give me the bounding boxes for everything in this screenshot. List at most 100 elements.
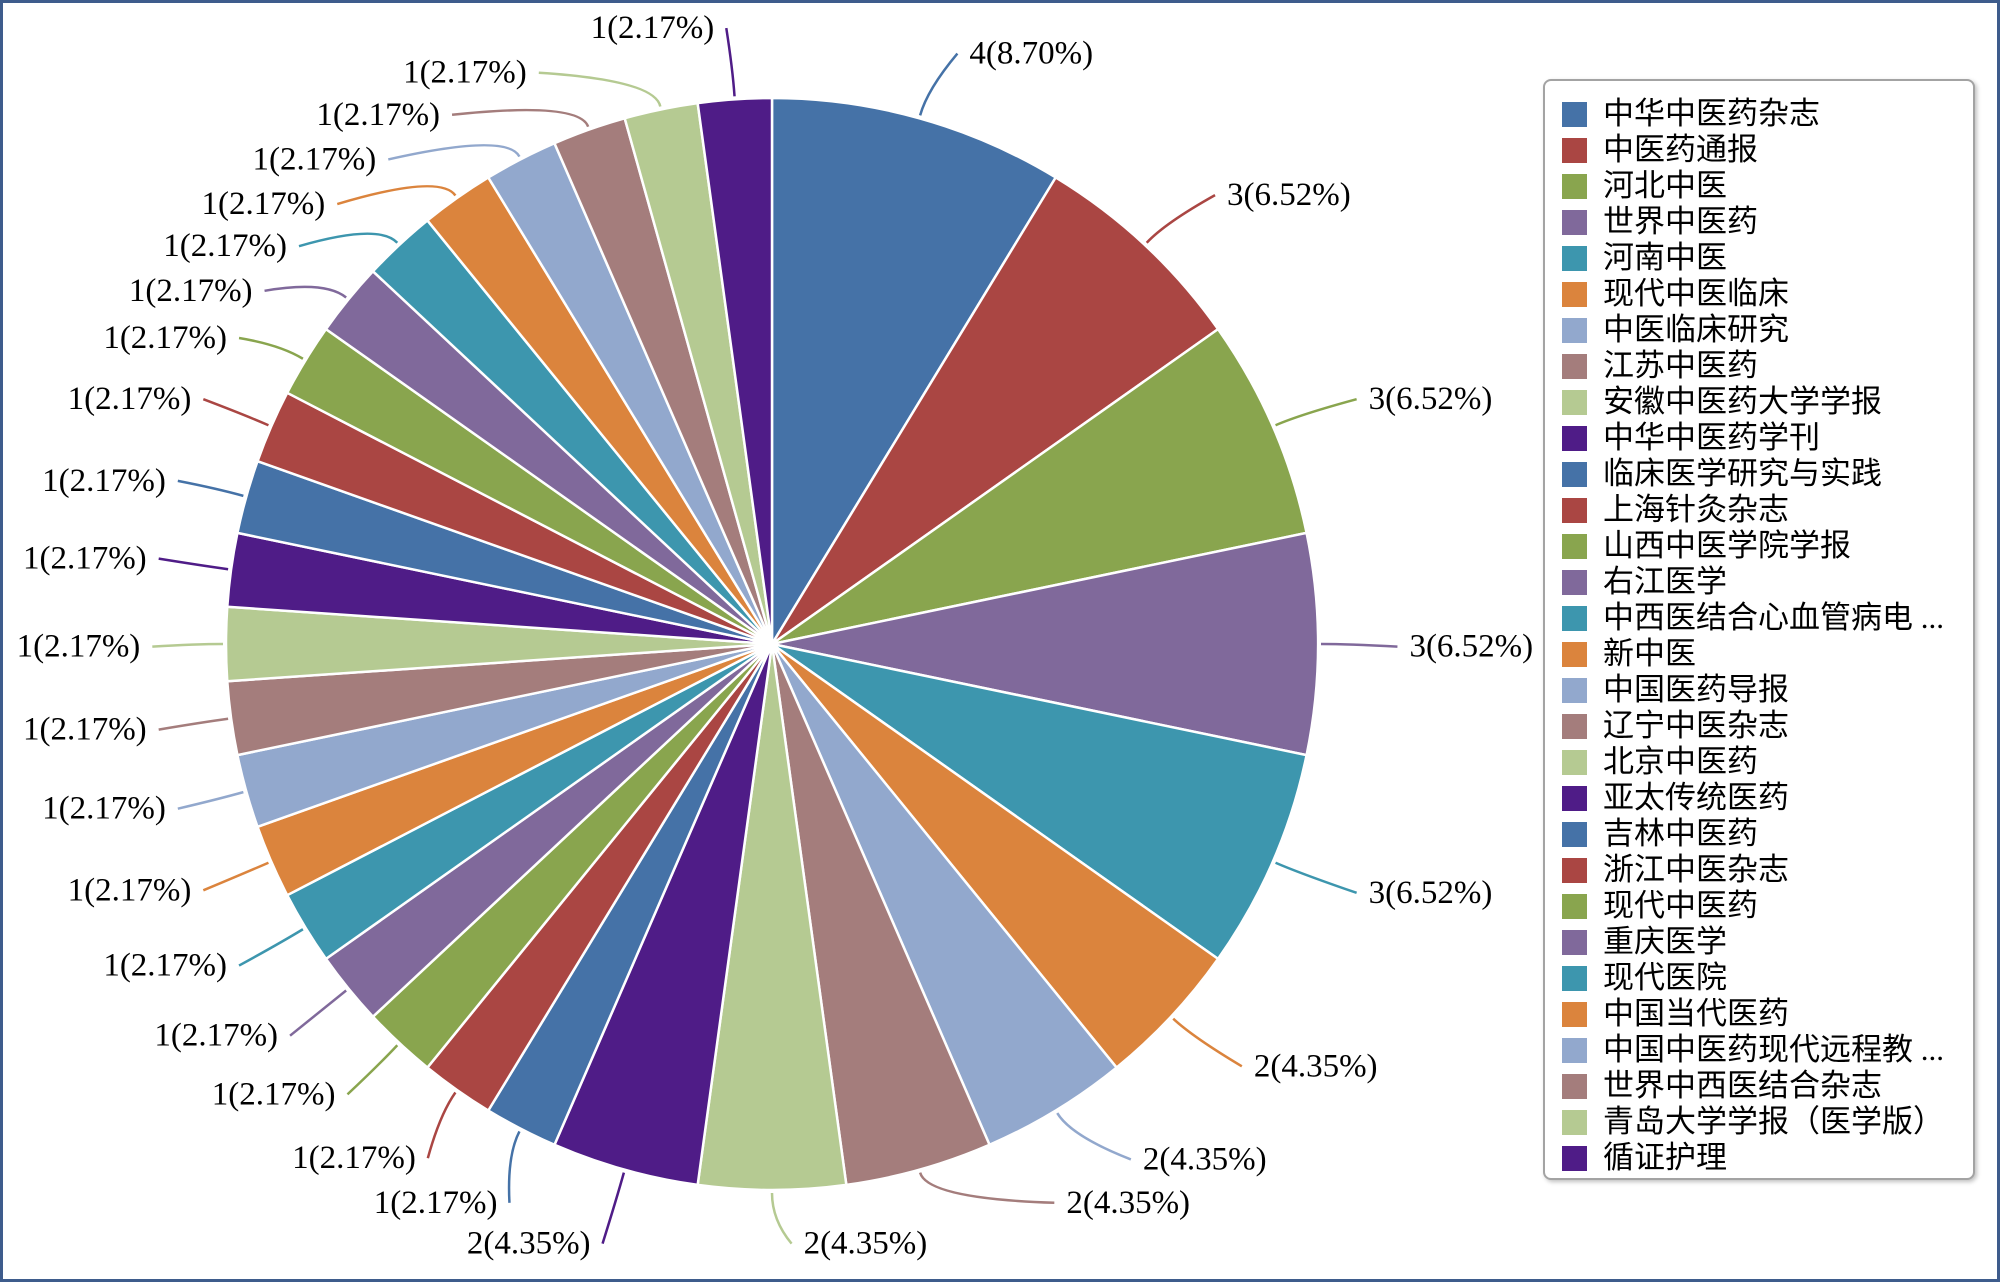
leader-line bbox=[177, 790, 244, 810]
legend-item: 中西医结合心血管病电 ... bbox=[1562, 600, 1973, 636]
legend-label: 中西医结合心血管病电 ... bbox=[1603, 600, 1944, 635]
data-label: 2(4.35%) bbox=[1066, 1185, 1190, 1221]
legend-swatch bbox=[1562, 569, 1587, 595]
legend-item: 中国中医药现代远程教 ... bbox=[1562, 1032, 1973, 1068]
leader-line bbox=[1172, 1017, 1243, 1068]
legend-swatch bbox=[1562, 1037, 1587, 1063]
pie-slices bbox=[224, 96, 1320, 1192]
data-label: 1(2.17%) bbox=[154, 1018, 278, 1054]
data-label: 2(4.35%) bbox=[1143, 1141, 1267, 1177]
legend-swatch bbox=[1562, 1109, 1587, 1135]
legend-item: 山西中医学院学报 bbox=[1562, 528, 1973, 564]
legend-item: 江苏中医药 bbox=[1562, 348, 1973, 384]
leader-line bbox=[1275, 398, 1357, 427]
legend-label: 中医药通报 bbox=[1603, 132, 1758, 167]
legend-item: 辽宁中医杂志 bbox=[1562, 708, 1973, 744]
leader-line bbox=[238, 928, 304, 967]
leader-line bbox=[918, 52, 959, 116]
legend-swatch bbox=[1562, 173, 1587, 199]
leader-line bbox=[158, 557, 229, 571]
legend-label: 现代中医临床 bbox=[1603, 276, 1789, 311]
data-label: 2(4.35%) bbox=[467, 1226, 591, 1262]
leader-line bbox=[1275, 861, 1358, 895]
data-label: 1(2.17%) bbox=[68, 381, 192, 417]
data-label: 4(8.70%) bbox=[969, 36, 1093, 72]
legend-item: 吉林中医药 bbox=[1562, 816, 1973, 852]
leader-line bbox=[158, 717, 229, 731]
legend-label: 循证护理 bbox=[1603, 1140, 1727, 1175]
legend-label: 吉林中医药 bbox=[1603, 816, 1758, 851]
data-label: 1(2.17%) bbox=[103, 948, 227, 984]
legend-label: 世界中西医结合杂志 bbox=[1603, 1068, 1882, 1103]
legend-item: 中国当代医药 bbox=[1562, 996, 1973, 1032]
pie-slice bbox=[770, 531, 1320, 757]
leader-line bbox=[1145, 194, 1216, 244]
legend-swatch bbox=[1562, 137, 1587, 163]
legend-item: 现代医院 bbox=[1562, 960, 1973, 996]
leader-line bbox=[177, 479, 244, 498]
legend-item: 中医临床研究 bbox=[1562, 312, 1973, 348]
legend-swatch bbox=[1562, 1001, 1587, 1027]
legend-label: 上海针灸杂志 bbox=[1603, 492, 1789, 527]
legend-item: 重庆医学 bbox=[1562, 924, 1973, 960]
leader-line bbox=[202, 861, 269, 892]
legend-label: 山西中医学院学报 bbox=[1603, 528, 1851, 563]
leader-line bbox=[346, 1044, 399, 1096]
legend-item: 新中医 bbox=[1562, 636, 1973, 672]
legend-item: 现代中医临床 bbox=[1562, 276, 1973, 312]
legend-swatch bbox=[1562, 281, 1587, 307]
leader-line bbox=[289, 989, 347, 1037]
data-label: 1(2.17%) bbox=[17, 629, 141, 665]
data-label: 1(2.17%) bbox=[202, 186, 326, 222]
data-label: 1(2.17%) bbox=[103, 320, 227, 356]
legend-item: 现代中医药 bbox=[1562, 888, 1973, 924]
leader-line bbox=[507, 1130, 521, 1203]
legend: 中华中医药杂志 中医药通报 河北中医 世界中医药 河南中医 现代中医临床 中医临床研究 江苏中… bbox=[1543, 79, 1975, 1180]
data-label: 1(2.17%) bbox=[163, 228, 287, 264]
legend-swatch bbox=[1562, 101, 1587, 127]
legend-item: 亚太传统医药 bbox=[1562, 780, 1973, 816]
legend-label: 世界中医药 bbox=[1603, 204, 1758, 239]
legend-label: 中国中医药现代远程教 ... bbox=[1603, 1032, 1944, 1067]
legend-label: 新中医 bbox=[1603, 636, 1696, 671]
pie-slice bbox=[770, 96, 1057, 646]
legend-label: 浙江中医杂志 bbox=[1603, 852, 1789, 887]
leader-line bbox=[1320, 642, 1398, 648]
legend-swatch bbox=[1562, 425, 1587, 451]
legend-label: 临床医学研究与实践 bbox=[1603, 456, 1882, 491]
legend-swatch bbox=[1562, 749, 1587, 775]
legend-label: 亚太传统医药 bbox=[1603, 780, 1789, 815]
leader-line bbox=[152, 642, 224, 648]
data-label: 1(2.17%) bbox=[42, 791, 166, 827]
legend-label: 中华中医药杂志 bbox=[1603, 96, 1820, 131]
data-label: 3(6.52%) bbox=[1227, 177, 1351, 213]
data-label: 1(2.17%) bbox=[23, 712, 147, 748]
data-label: 3(6.52%) bbox=[1369, 875, 1493, 911]
legend-swatch bbox=[1562, 785, 1587, 811]
legend-swatch bbox=[1562, 209, 1587, 235]
pie-slice bbox=[770, 642, 1308, 961]
leader-line bbox=[770, 1192, 793, 1245]
legend-label: 河北中医 bbox=[1603, 168, 1727, 203]
data-label: 1(2.17%) bbox=[42, 463, 166, 499]
legend-item: 浙江中医杂志 bbox=[1562, 852, 1973, 888]
legend-swatch bbox=[1562, 641, 1587, 667]
data-label: 1(2.17%) bbox=[68, 872, 192, 908]
legend-label: 青岛大学学报（医学版） bbox=[1603, 1104, 1944, 1139]
leader-line bbox=[1056, 1112, 1132, 1161]
data-label: 1(2.17%) bbox=[212, 1076, 336, 1112]
leader-line bbox=[451, 108, 590, 128]
legend-item: 临床医学研究与实践 bbox=[1562, 456, 1973, 492]
legend-swatch bbox=[1562, 389, 1587, 415]
legend-swatch bbox=[1562, 533, 1587, 559]
data-label: 1(2.17%) bbox=[253, 141, 377, 177]
leader-line bbox=[538, 71, 662, 107]
data-label: 1(2.17%) bbox=[374, 1185, 498, 1221]
legend-swatch bbox=[1562, 497, 1587, 523]
legend-item: 北京中医药 bbox=[1562, 744, 1973, 780]
legend-swatch bbox=[1562, 245, 1587, 271]
legend-item: 河南中医 bbox=[1562, 240, 1973, 276]
leader-line bbox=[918, 1172, 1055, 1205]
leader-line bbox=[202, 398, 269, 427]
